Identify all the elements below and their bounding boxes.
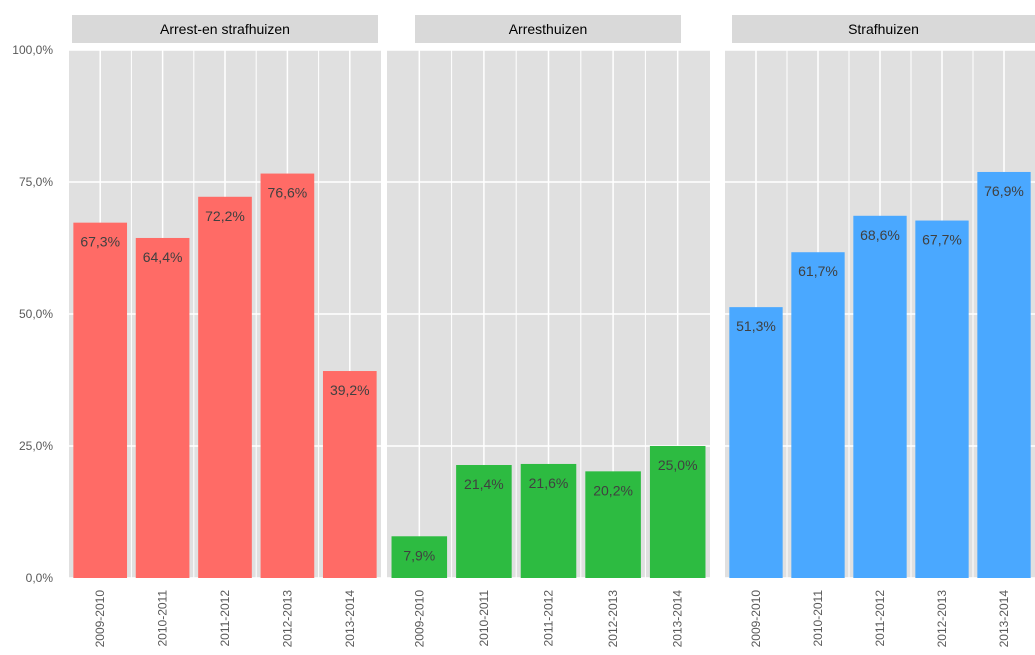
data-label: 68,6% (860, 227, 900, 243)
data-label: 64,4% (143, 249, 183, 265)
panel-title: Arresthuizen (509, 21, 588, 37)
chart-panels: Arrest-en strafhuizen 67,3% 2009-2010 64,4%… (69, 15, 1035, 647)
chart-panel: Arresthuizen 7,9% 2009-2010 21,4% 2010-2011 2… (387, 15, 710, 647)
x-tick-label: 2009-2010 (412, 590, 426, 648)
bar (198, 196, 252, 578)
bar (791, 252, 845, 578)
x-tick-label: 2010-2011 (156, 590, 170, 647)
panel-title-strip (72, 15, 378, 43)
x-tick-label: 2011-2012 (873, 590, 887, 647)
x-tick-label: 2013-2014 (343, 590, 357, 648)
panel-title: Strafhuizen (848, 21, 919, 37)
y-axis: 0,0% 25,0% 50,0% 75,0% 100,0% (12, 43, 53, 585)
data-label: 72,2% (205, 208, 245, 224)
bar (73, 222, 128, 578)
bar (456, 465, 512, 578)
data-label: 7,9% (403, 547, 435, 563)
data-label: 51,3% (736, 318, 776, 334)
bar (391, 536, 448, 578)
panel-title-strip (415, 15, 681, 43)
bar (585, 471, 641, 578)
bar (649, 446, 706, 578)
y-tick-label: 50,0% (19, 307, 53, 321)
chart-panel: Arrest-en strafhuizen 67,3% 2009-2010 64,4%… (69, 15, 381, 647)
bar (853, 215, 907, 579)
data-label: 39,2% (330, 382, 370, 398)
y-tick-label: 75,0% (19, 175, 53, 189)
y-tick-label: 25,0% (19, 439, 53, 453)
x-tick-label: 2011-2012 (542, 590, 556, 647)
data-label: 61,7% (798, 263, 838, 279)
bar (977, 171, 1031, 578)
x-tick-label: 2010-2011 (477, 590, 491, 647)
bar (915, 220, 969, 578)
panel-title-strip (732, 15, 1035, 43)
data-label: 25,0% (658, 457, 698, 473)
x-tick-label: 2009-2010 (749, 590, 763, 648)
data-label: 67,3% (80, 234, 120, 250)
bar (729, 307, 783, 578)
bar (322, 371, 377, 578)
x-tick-label: 2013-2014 (671, 590, 685, 648)
data-label: 21,6% (529, 475, 569, 491)
data-label: 20,2% (593, 482, 633, 498)
data-label: 21,4% (464, 476, 504, 492)
x-tick-label: 2012-2013 (280, 590, 294, 648)
x-tick-label: 2012-2013 (606, 590, 620, 648)
y-tick-label: 100,0% (12, 43, 53, 57)
data-label: 76,6% (268, 185, 308, 201)
y-tick-label: 0,0% (26, 571, 54, 585)
panel-title: Arrest-en strafhuizen (160, 21, 290, 37)
x-tick-label: 2013-2014 (997, 590, 1011, 648)
x-tick-label: 2011-2012 (218, 590, 232, 647)
data-label: 67,7% (922, 232, 962, 248)
bar (135, 237, 190, 578)
bar (260, 173, 315, 578)
data-label: 76,9% (984, 183, 1024, 199)
x-tick-label: 2012-2013 (935, 590, 949, 648)
bar (520, 463, 577, 578)
x-tick-label: 2009-2010 (93, 590, 107, 648)
x-tick-label: 2010-2011 (811, 590, 825, 647)
chart-panel: Strafhuizen 51,3% 2009-2010 61,7% 2010-2011 6… (725, 15, 1035, 647)
